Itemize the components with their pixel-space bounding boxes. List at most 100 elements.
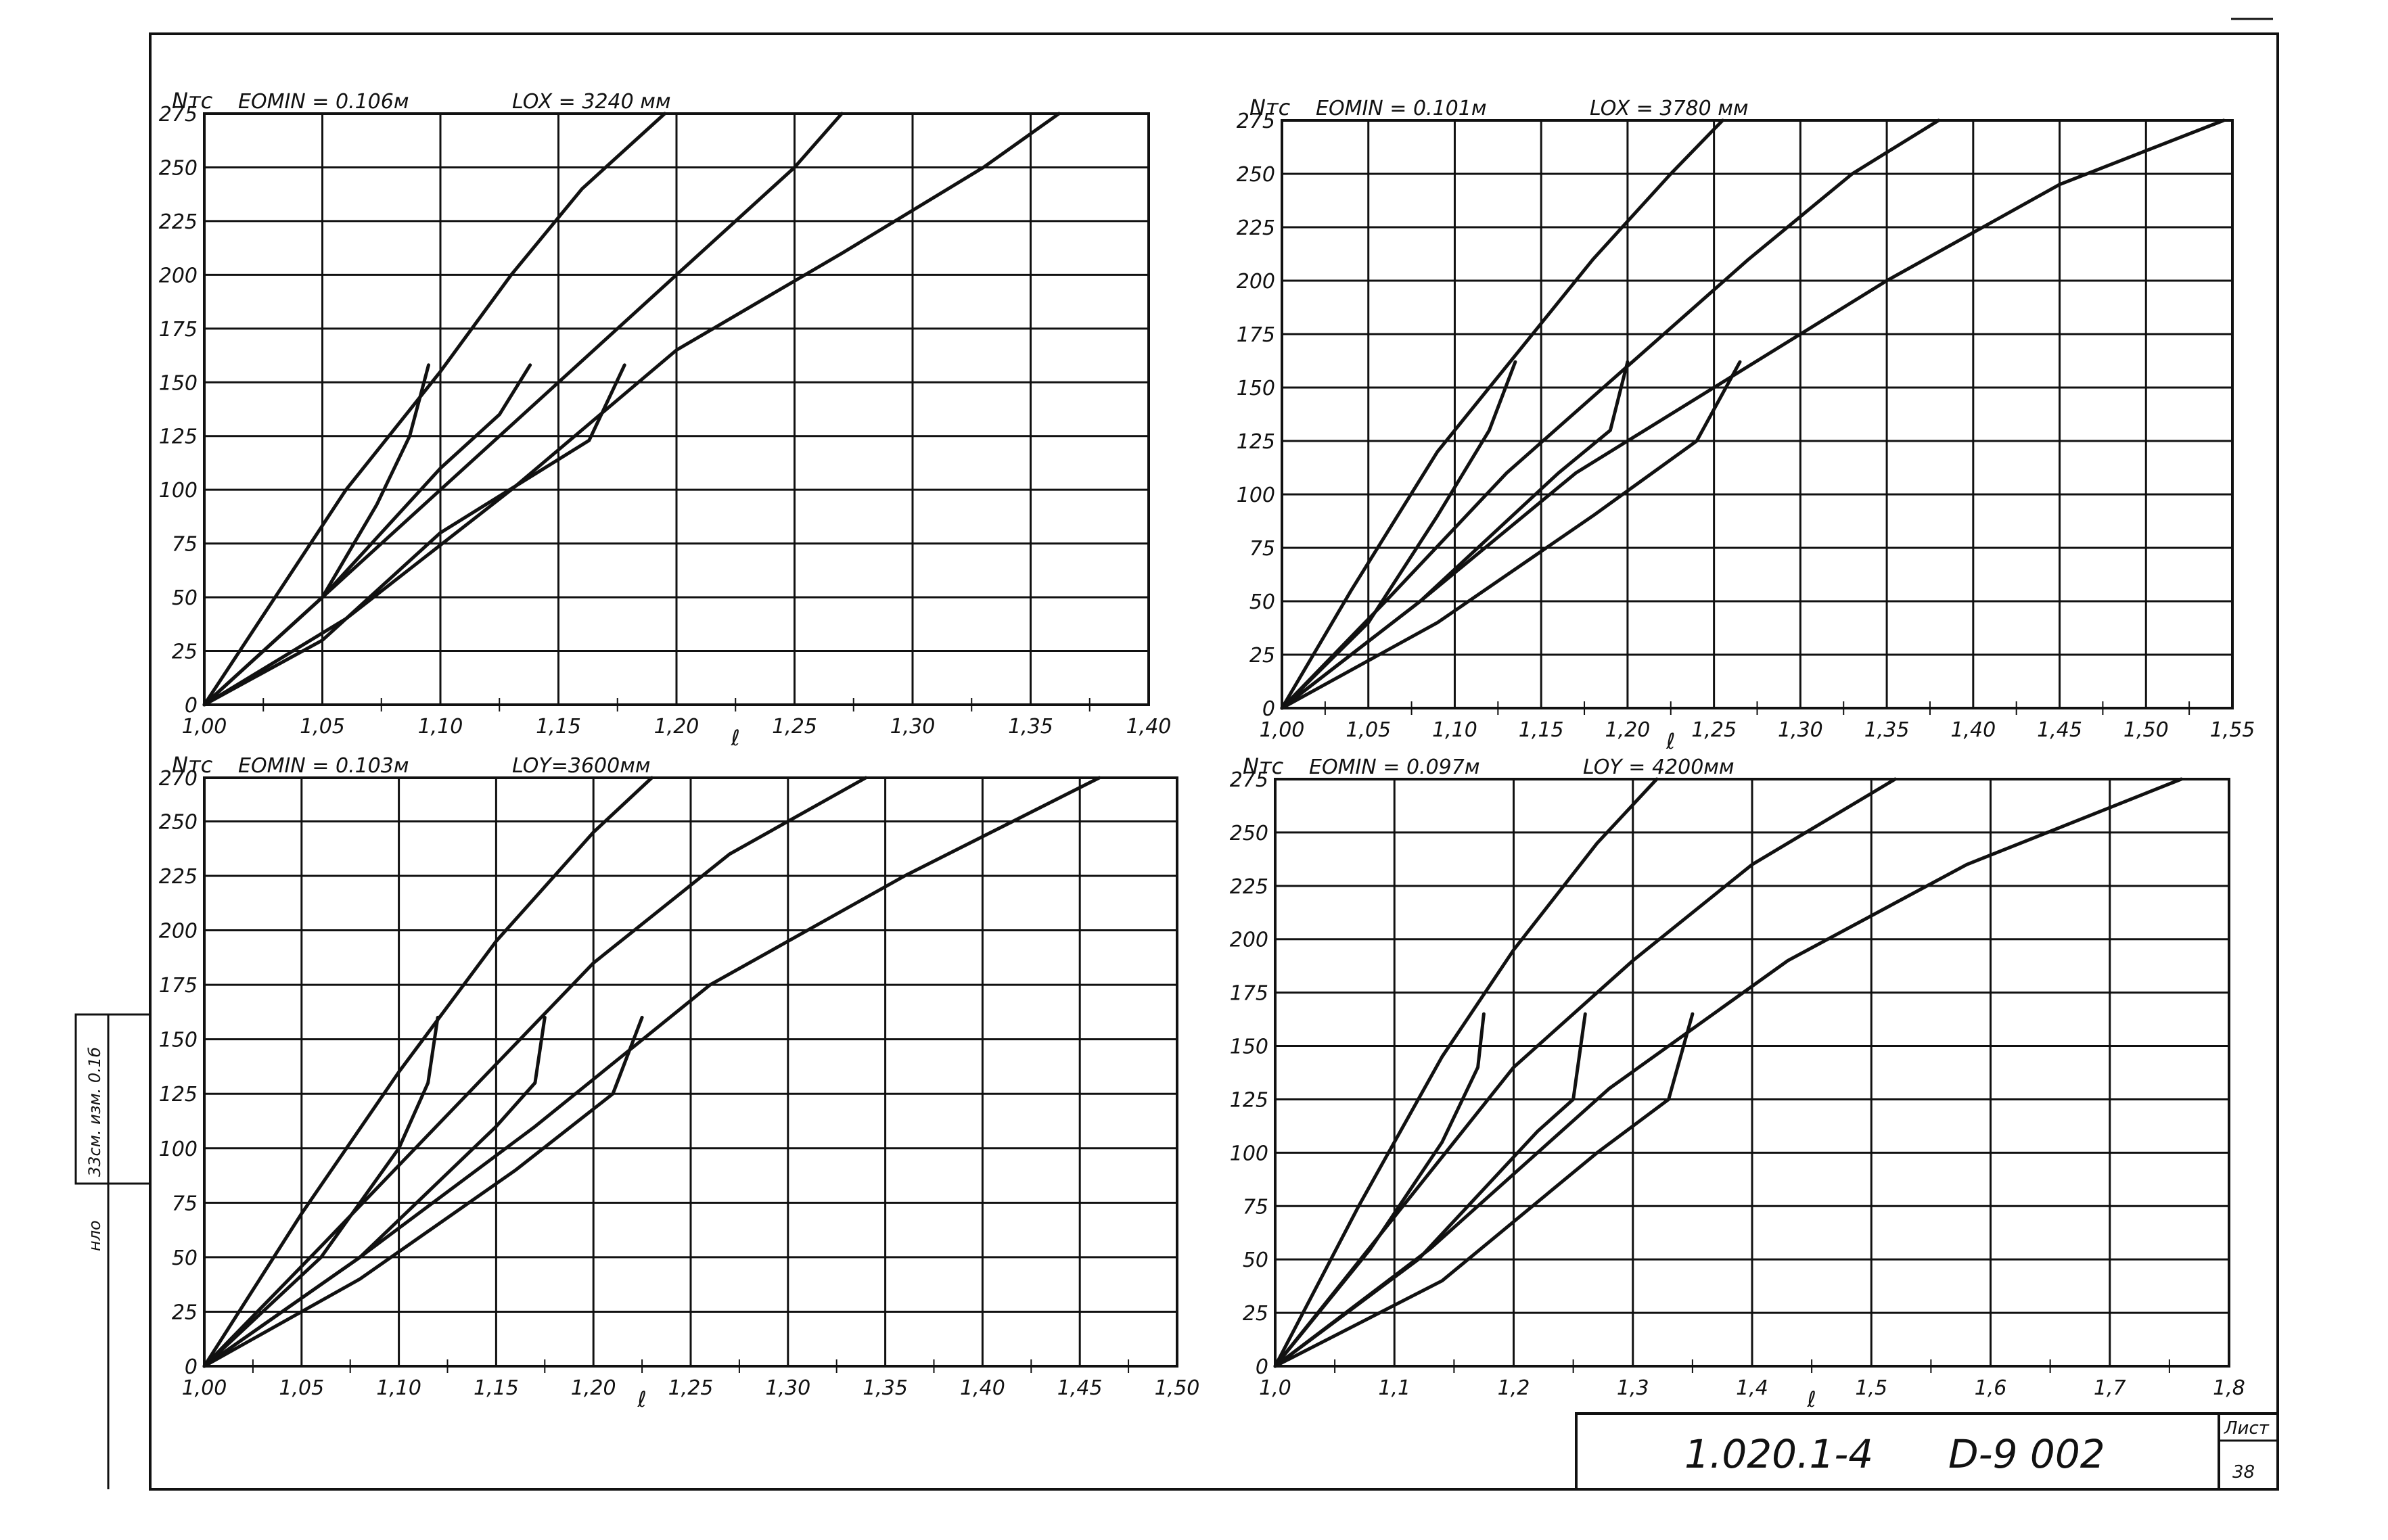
y-tick-label: 25 <box>172 1301 198 1324</box>
side-stamp-text-1: 33см. изм. 0.1б <box>85 1047 104 1177</box>
series-line <box>202 776 653 1368</box>
x-tick-label: 1,40 <box>1126 715 1172 739</box>
series-line <box>1273 777 1659 1368</box>
x-tick-label: 1,30 <box>1778 718 1823 742</box>
x-axis-label: ℓ <box>731 725 740 751</box>
x-tick-label: 1,05 <box>1346 718 1391 742</box>
y-tick-label: 125 <box>1237 430 1275 454</box>
x-tick-label: 1,35 <box>1008 715 1053 739</box>
y-tick-label: 250 <box>159 156 198 180</box>
x-tick-label: 1,00 <box>182 1376 227 1400</box>
document-series: D-9 002 <box>1948 1431 2105 1477</box>
x-tick-label: 1,3 <box>1617 1376 1649 1400</box>
plot-area-border <box>1281 119 2234 709</box>
y-tick-label: 250 <box>1237 163 1275 187</box>
x-tick-label: 1,2 <box>1498 1376 1530 1400</box>
y-tick-label: 0 <box>1256 1355 1268 1379</box>
chart-top-right: 1,00 1,05 1,10 1,15 1,20 1,25 1,30 1,35 1,40 1,45… <box>1237 95 2255 754</box>
y-tick-label: 225 <box>159 210 198 234</box>
series-line <box>1280 360 1742 710</box>
header-length: LOX = 3240 мм <box>512 90 671 114</box>
y-tick-label: 270 <box>159 767 198 791</box>
y-tick-label: 250 <box>1230 822 1268 845</box>
y-tick-label: 275 <box>1237 110 1275 133</box>
plot-area-border <box>203 776 1178 1368</box>
series-line <box>1280 118 1724 710</box>
header-length: LOY=3600мм <box>512 754 650 778</box>
y-tick-label: 150 <box>159 371 198 395</box>
x-axis-label: ℓ <box>1666 728 1675 754</box>
series-line <box>1273 1012 1695 1368</box>
y-tick-label: 175 <box>159 974 198 998</box>
y-tick-label: 150 <box>1237 377 1275 400</box>
series-line <box>202 1015 644 1368</box>
x-axis-label: ℓ <box>637 1386 646 1412</box>
y-tick-label: 50 <box>1249 590 1275 614</box>
series-line <box>202 112 667 707</box>
series-line <box>1273 777 2183 1368</box>
y-tick-label: 100 <box>1237 484 1275 507</box>
y-tick-label: 100 <box>159 1138 198 1161</box>
plot-area-border <box>1274 778 2230 1368</box>
y-axis-label: Nтс <box>172 752 213 778</box>
series-line <box>202 1015 547 1368</box>
y-tick-label: 0 <box>185 1355 198 1379</box>
y-tick-label: 75 <box>172 1192 198 1215</box>
y-axis-label: Nтс <box>1249 95 1291 120</box>
x-axis-label: ℓ <box>1807 1386 1816 1412</box>
x-tick-label: 1,35 <box>863 1376 908 1400</box>
header-length: LOY = 4200мм <box>1583 755 1735 779</box>
x-tick-label: 1,50 <box>1155 1376 1200 1400</box>
y-tick-label: 150 <box>159 1029 198 1052</box>
series-line <box>1273 777 1897 1368</box>
sheet-frame <box>149 32 2279 1491</box>
y-tick-label: 250 <box>159 810 198 834</box>
sheet-label: Лист <box>2224 1418 2270 1439</box>
document-code: 1.020.1-4 <box>1684 1431 1873 1477</box>
y-axis-label: Nтс <box>1243 753 1284 779</box>
header-eomin: EOMIN = 0.106м <box>238 90 409 114</box>
y-tick-label: 275 <box>159 103 198 126</box>
y-tick-label: 0 <box>185 694 198 718</box>
header-eomin: EOMIN = 0.103м <box>238 754 409 778</box>
y-tick-label: 100 <box>159 479 198 503</box>
series-line <box>202 112 1061 707</box>
chart-bottom-left: 1,00 1,05 1,10 1,15 1,20 1,25 1,30 1,35 1,40 1,45… <box>159 752 1200 1412</box>
side-stamp-text-2: нло <box>85 1220 104 1251</box>
sheet-number: 38 <box>2232 1462 2255 1483</box>
x-tick-label: 1,10 <box>376 1376 421 1400</box>
y-axis-label: Nтс <box>172 88 213 114</box>
y-tick-label: 225 <box>1237 216 1275 240</box>
y-tick-label: 50 <box>172 1246 198 1270</box>
x-tick-label: 1,10 <box>418 715 463 739</box>
plot-area-border <box>203 112 1150 706</box>
series-line <box>202 363 532 707</box>
series-line <box>202 1015 440 1368</box>
y-tick-label: 0 <box>1262 697 1275 721</box>
y-tick-label: 150 <box>1230 1035 1268 1059</box>
y-tick-label: 75 <box>1243 1195 1268 1219</box>
x-tick-label: 1,20 <box>654 715 699 739</box>
y-tick-label: 200 <box>1230 929 1268 952</box>
title-block: 1.020.1-4 D-9 002 Лист 38 <box>1575 1412 2279 1491</box>
x-tick-label: 1,0 <box>1259 1376 1291 1400</box>
y-tick-label: 225 <box>159 865 198 889</box>
y-tick-label: 25 <box>1249 644 1275 668</box>
x-tick-label: 1,30 <box>890 715 936 739</box>
y-tick-label: 175 <box>159 318 198 342</box>
header-eomin: EOMIN = 0.101м <box>1316 97 1486 120</box>
x-tick-label: 1,55 <box>2210 718 2255 742</box>
x-tick-label: 1,45 <box>2037 718 2082 742</box>
y-tick-label: 175 <box>1230 982 1268 1006</box>
series-line <box>1280 118 2226 710</box>
side-stamp: 33см. изм. 0.1б нло <box>74 1013 152 1489</box>
chart-bottom-right: 1,0 1,1 1,2 1,3 1,4 1,5 1,6 1,7 1,8 0 25 50 75 100 125… <box>1230 753 2245 1412</box>
x-tick-label: 1,15 <box>1519 718 1564 742</box>
series-line <box>202 776 1101 1368</box>
x-tick-label: 1,40 <box>960 1376 1005 1400</box>
y-tick-label: 175 <box>1237 323 1275 347</box>
x-tick-label: 1,05 <box>279 1376 324 1400</box>
x-tick-label: 1,25 <box>772 715 817 739</box>
x-tick-label: 1,00 <box>182 715 227 739</box>
y-tick-label: 25 <box>1243 1302 1268 1326</box>
